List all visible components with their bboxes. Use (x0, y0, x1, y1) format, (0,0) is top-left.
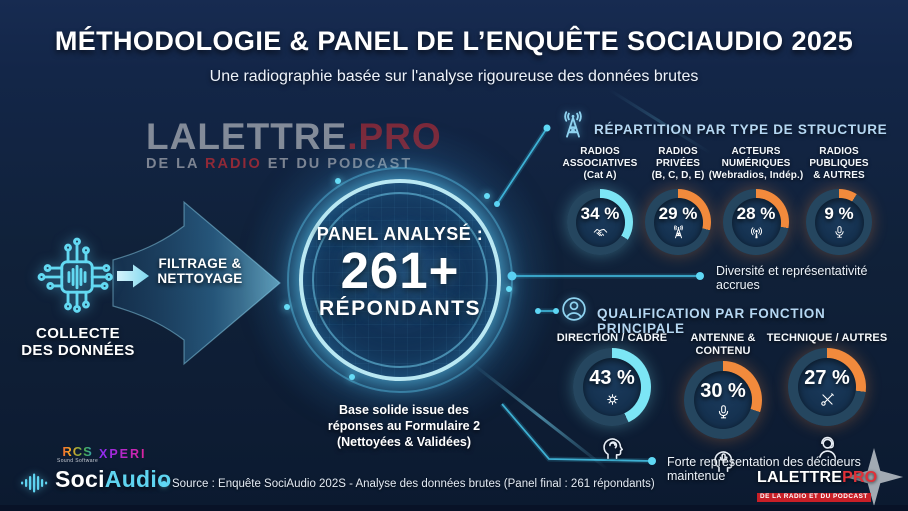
tools-icon (819, 391, 836, 408)
donut-chart-acteurs-numeriques: 28 % (723, 189, 789, 255)
structure-note: Diversité et représentativité accrues (716, 264, 868, 292)
donut-chart-radios-associatives: 34 % (567, 189, 633, 255)
donut-chart-radios-privees: 29 % (645, 189, 711, 255)
donut-value: 27 % (804, 366, 850, 389)
xperi-logo: XPERI (99, 447, 147, 461)
structure-item-label: RADIOS PUBLIQUES & AUTRES (809, 146, 869, 181)
structure-section-title: RÉPARTITION PAR TYPE DE STRUCTURE (594, 122, 888, 137)
head-brain-icon (599, 434, 626, 461)
structure-item-label: RADIOS PRIVÉES (B, C, D, E) (651, 146, 705, 181)
logo-accent: PRO (842, 469, 878, 486)
gear-icon (604, 391, 621, 408)
waveform-icon (20, 471, 52, 495)
podcast-icon (749, 225, 764, 240)
function-note: Forte représentation des décideurs maint… (667, 455, 861, 483)
function-section-title: QUALIFICATION PAR FONCTION PRINCIPALE (597, 306, 826, 336)
lalettrepro-logo: LALETTREPRO DE LA RADIO ET DU PODCAST (757, 470, 877, 502)
donut-value: 9 % (824, 204, 854, 223)
function-item-label: ANTENNE & CONTENU (690, 332, 756, 358)
donut-chart-antenne-contenu: 30 % (684, 361, 762, 440)
panel-unit: RÉPONDANTS (318, 297, 481, 321)
structure-item: RADIOS PRIVÉES (B, C, D, E) 29 % (630, 146, 726, 255)
structure-item: ACTEURS NUMÉRIQUES (Webradios, Indép.) 2… (708, 146, 804, 255)
page-title: MÉTHODOLOGIE & PANEL DE L’ENQUÊTE SOCIAU… (54, 26, 854, 56)
microphone-icon (832, 225, 847, 240)
donut-value: 43 % (589, 366, 635, 389)
watermark-tagline: DE LA (146, 156, 205, 172)
circle-node (484, 193, 490, 199)
donut-chart-direction-cadre: 43 % (573, 348, 651, 427)
function-item: TECHNIQUE / AUTRES 27 % (766, 332, 888, 461)
panel-value: 261+ (340, 242, 460, 299)
brand-suffix: Audio (104, 466, 172, 492)
filter-label: FILTRAGE & NETTOYAGE (157, 256, 243, 286)
logo-tagline: DE LA RADIO ET DU PODCAST (757, 492, 871, 502)
donut-value: 34 % (580, 204, 620, 223)
watermark-name-accent: .PRO (347, 116, 442, 157)
person-icon (560, 295, 588, 323)
source-bullet (161, 481, 167, 487)
collect-label: COLLECTE DES DONNÉES (21, 325, 135, 359)
rcs-label: RCS (57, 445, 98, 458)
panel-circle-inner-ring (312, 192, 488, 368)
radio-tower-icon (558, 111, 588, 141)
structure-item-label: ACTEURS NUMÉRIQUES (Webradios, Indép.) (708, 146, 804, 181)
source-text: Source : Enquête SociAudio 202S - Analys… (172, 478, 655, 490)
donut-value: 29 % (658, 204, 698, 223)
circle-node (284, 304, 290, 310)
chip-icon (34, 234, 120, 320)
arrow-icon (117, 264, 149, 288)
circle-node (349, 374, 355, 380)
structure-item-label: RADIOS ASSOCIATIVES (Cat A) (562, 146, 638, 181)
brand-prefix: Soci (55, 466, 105, 492)
watermark-tagline-accent: RADIO (205, 156, 262, 172)
watermark-name: LALETTRE (146, 116, 348, 157)
structure-item: RADIOS PUBLIQUES & AUTRES 9 % (791, 146, 887, 255)
donut-value: 30 % (700, 379, 746, 402)
handshake-icon (593, 225, 608, 240)
circle-node (335, 178, 341, 184)
watermark-tagline-suffix: ET DU PODCAST (261, 156, 413, 172)
watermark-logo: LALETTRE.PRO DE LA RADIO ET DU PODCAST (146, 118, 442, 172)
sociaudio-logo: SociAudio (55, 466, 171, 493)
structure-item: RADIOS ASSOCIATIVES (Cat A) 34 % (552, 146, 648, 255)
donut-chart-radios-publiques: 9 % (806, 189, 872, 255)
function-item: DIRECTION / CADRE 43 % (552, 332, 672, 461)
page-subtitle: Une radiographie basée sur l'analyse rig… (209, 68, 699, 85)
circle-node (506, 286, 512, 292)
rcs-logo: RCS Sound Software (57, 445, 98, 464)
logo-main: LALETTRE (757, 469, 843, 486)
panel-title: PANEL ANALYSÉ : (316, 224, 484, 244)
bottom-strip (0, 505, 908, 511)
microphone-icon (715, 404, 732, 421)
panel-summary: PANEL ANALYSÉ : 261+ RÉPONDANTS (310, 224, 490, 321)
function-item-label: DIRECTION / CADRE (556, 332, 668, 344)
donut-chart-technique-autres: 27 % (788, 348, 866, 427)
rcs-sublabel: Sound Software (57, 458, 99, 464)
function-item: ANTENNE & CONTENU 30 % (663, 332, 783, 474)
base-note: Base solide issue des réponses au Formul… (327, 403, 481, 449)
radio-tower-icon (671, 225, 686, 240)
function-item-label: TECHNIQUE / AUTRES (766, 332, 888, 344)
donut-value: 28 % (736, 204, 776, 223)
